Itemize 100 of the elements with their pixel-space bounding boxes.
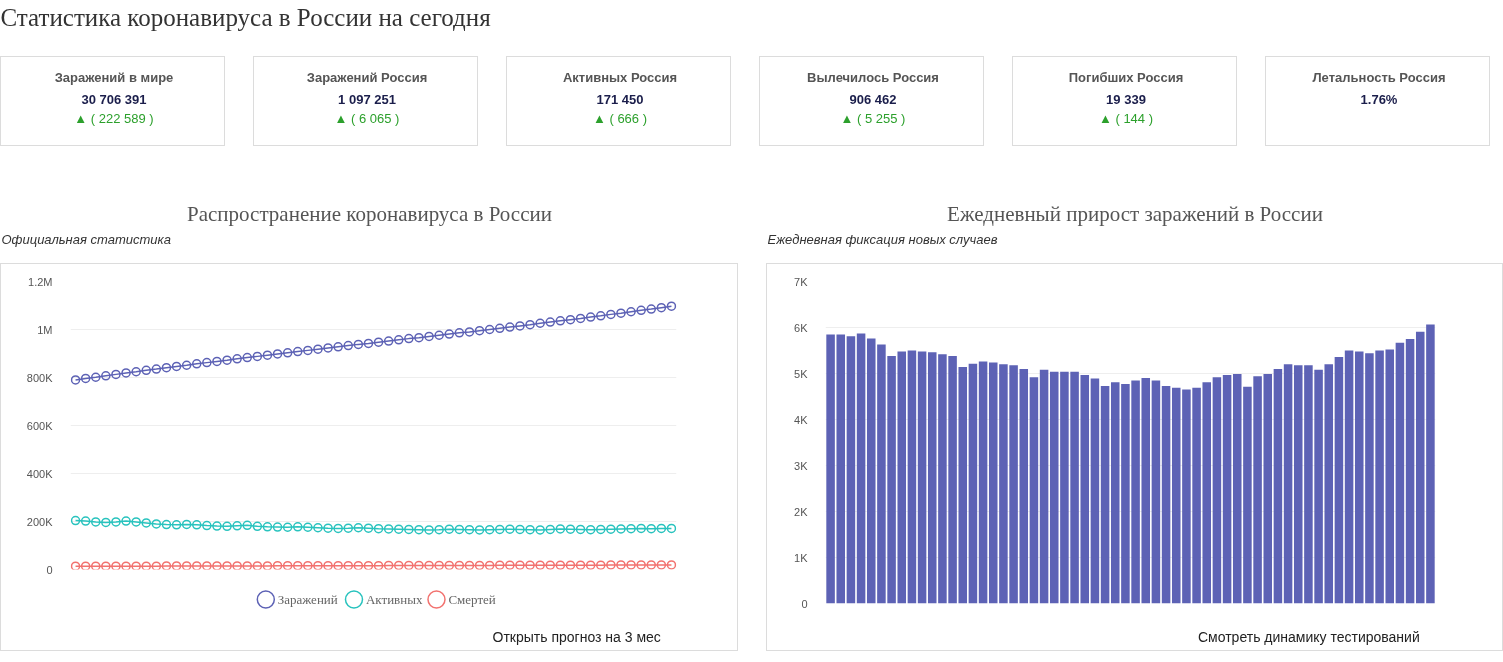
- point: [363, 338, 374, 349]
- point: [414, 560, 424, 570]
- bar: [1405, 339, 1415, 604]
- point: [454, 328, 465, 338]
- point: [282, 348, 293, 358]
- point: [232, 521, 242, 531]
- point: [525, 319, 535, 330]
- point: [343, 340, 353, 351]
- data-label: ▲ ( 222 589 ): [74, 111, 154, 126]
- point: [293, 346, 303, 357]
- point: [333, 560, 343, 570]
- point: [484, 324, 495, 335]
- point: [222, 355, 232, 365]
- y-tick-label: 7K: [794, 275, 809, 288]
- point: [616, 308, 626, 318]
- point: [515, 524, 525, 535]
- point: [656, 560, 667, 570]
- y-tick-label: 1M: [37, 323, 53, 336]
- y-tick-label: 1.2M: [28, 275, 53, 288]
- point: [394, 335, 404, 345]
- point: [515, 560, 525, 570]
- bar: [917, 351, 927, 604]
- y-tick-label: 1K: [794, 551, 809, 564]
- point: [444, 560, 454, 570]
- point: [333, 342, 343, 352]
- point: [414, 332, 424, 343]
- point: [636, 523, 646, 534]
- point: [484, 560, 495, 570]
- point: [565, 560, 576, 570]
- point: [192, 561, 202, 570]
- point: [383, 560, 394, 570]
- bar: [1151, 380, 1161, 604]
- point: [111, 561, 121, 570]
- point: [666, 560, 677, 570]
- point: [262, 522, 273, 532]
- point: [404, 524, 414, 535]
- point: [656, 523, 667, 534]
- point: [151, 519, 162, 529]
- y-tick-label: 800K: [26, 371, 54, 384]
- category-label: Погибших Россия: [1068, 70, 1184, 85]
- point: [575, 313, 586, 324]
- point: [596, 311, 606, 321]
- point: [525, 524, 535, 535]
- point: [303, 345, 313, 356]
- bar: [856, 333, 866, 604]
- point: [353, 523, 364, 533]
- category-label: Заражений Россия: [306, 70, 428, 85]
- chart-subtitle: Официальная статистика: [1, 232, 171, 247]
- y-tick-label: 200K: [26, 515, 54, 528]
- point: [202, 357, 212, 368]
- point: [646, 304, 656, 314]
- point: [454, 524, 465, 535]
- bar: [1100, 385, 1110, 604]
- point: [262, 561, 273, 570]
- point: [444, 329, 454, 339]
- point: [80, 561, 91, 570]
- point: [131, 561, 141, 570]
- point: [80, 373, 91, 384]
- point: [151, 561, 162, 570]
- bar: [1090, 378, 1100, 604]
- bar: [1222, 374, 1232, 604]
- bar: [968, 363, 978, 604]
- point: [80, 516, 91, 526]
- point: [363, 523, 374, 533]
- point: [616, 524, 626, 534]
- bar: [1161, 385, 1171, 604]
- y-tick-label: 6K: [794, 321, 809, 334]
- point: [161, 561, 172, 570]
- point: [252, 521, 263, 532]
- data-label: 19 339: [1106, 92, 1146, 107]
- point: [101, 561, 111, 570]
- point: [606, 560, 616, 570]
- bar: [1395, 342, 1405, 604]
- point: [343, 523, 353, 533]
- point: [383, 524, 394, 534]
- point: [495, 524, 505, 535]
- point: [606, 309, 616, 320]
- y-tick-label: 3K: [794, 459, 809, 472]
- point: [313, 344, 323, 354]
- point: [343, 560, 353, 570]
- data-label: 1 097 251: [338, 92, 396, 107]
- point: [293, 522, 303, 532]
- data-label: 30 706 391: [81, 92, 147, 107]
- point: [232, 561, 242, 570]
- legend-label: Смертей: [448, 592, 496, 607]
- point: [656, 302, 667, 313]
- point: [353, 339, 364, 350]
- point: [474, 525, 485, 535]
- point: [101, 371, 111, 381]
- point: [222, 561, 232, 570]
- point: [212, 521, 222, 531]
- bar: [978, 361, 988, 604]
- bar: [1039, 369, 1049, 604]
- bar: [1283, 364, 1293, 604]
- chart-subtitle: Ежедневная фиксация новых случаев: [767, 232, 998, 247]
- point: [171, 520, 182, 530]
- point: [495, 323, 505, 334]
- point: [474, 325, 485, 336]
- point: [515, 321, 525, 331]
- y-tick-label: 0: [801, 597, 808, 610]
